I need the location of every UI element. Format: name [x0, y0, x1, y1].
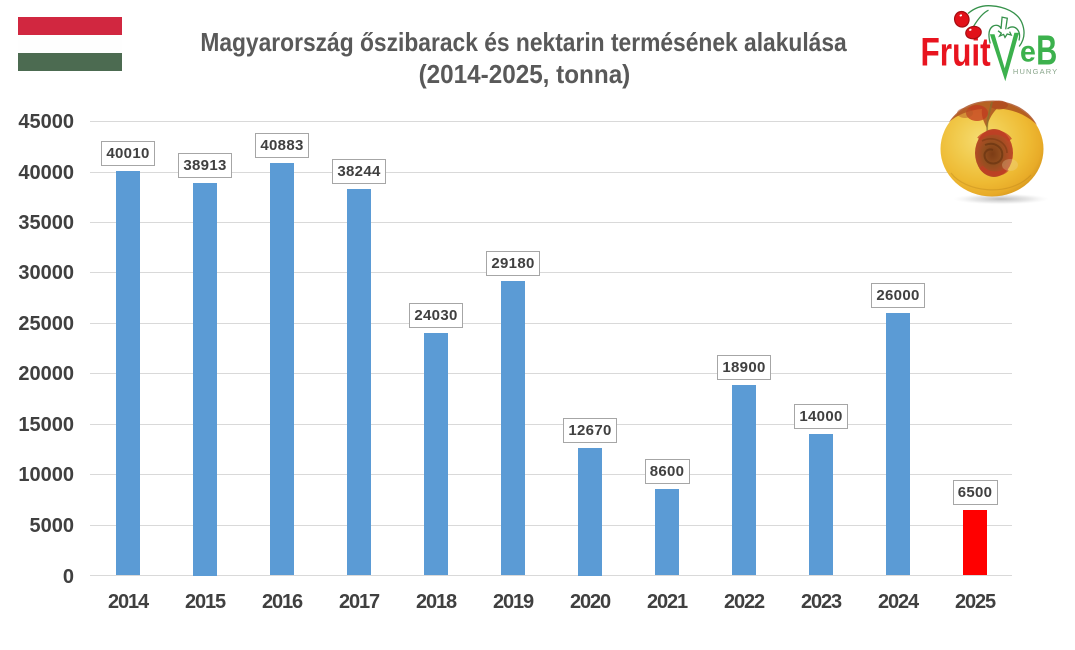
svg-text:B: B	[1036, 27, 1057, 73]
svg-text:HUNGARY: HUNGARY	[1013, 67, 1058, 76]
svg-text:e: e	[1020, 36, 1036, 69]
